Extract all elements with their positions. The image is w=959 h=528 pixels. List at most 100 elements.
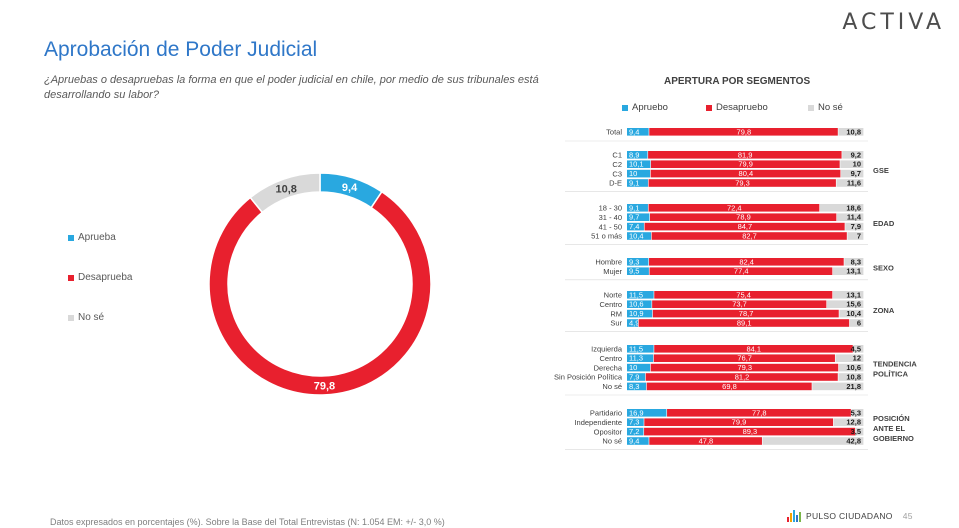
bar-segment-nose — [841, 169, 864, 178]
bar-value-aprueba: 9,7 — [629, 213, 639, 222]
bar-segment-nose — [853, 345, 864, 353]
bar-segment-aprueba — [627, 354, 654, 362]
bar-segment-aprueba — [627, 319, 639, 327]
page-number: 45 — [902, 511, 913, 521]
bar-segment-aprueba — [627, 222, 644, 231]
bar-value-desaprueba: 78,7 — [739, 309, 754, 318]
bar-segment-desaprueba — [648, 204, 820, 212]
bar-segment-desaprueba — [648, 179, 836, 187]
donut-label-desaprueba: 79,8 — [314, 380, 335, 392]
row-label: Centro — [599, 354, 622, 363]
bar-segment-desaprueba — [652, 300, 827, 308]
bar-segment-nose — [819, 204, 864, 212]
bar-value-desaprueba: 79,9 — [732, 418, 747, 427]
bar-segment-desaprueba — [650, 160, 840, 168]
footer-note: Datos expresados en porcentajes (%). Sob… — [50, 517, 445, 527]
bar-value-desaprueba: 89,1 — [737, 319, 752, 328]
bar-segment-aprueba — [627, 427, 644, 436]
bar-segment-aprueba — [627, 151, 648, 159]
bar-value-desaprueba: 47,8 — [699, 437, 714, 446]
legend-label-aprueba: Aprueba — [78, 232, 116, 243]
row-label: Hombre — [595, 258, 622, 267]
bar-value-desaprueba: 81,9 — [738, 150, 753, 159]
bar-segment-aprueba — [627, 309, 653, 318]
bar-value-desaprueba: 79,3 — [735, 179, 750, 188]
bar-value-nose: 6 — [857, 319, 861, 328]
bar-value-aprueba: 8,9 — [629, 150, 639, 159]
row-label: Derecha — [594, 363, 623, 372]
donut-slice-nose — [249, 172, 321, 214]
bar-segment-nose — [762, 437, 864, 445]
bar-value-aprueba: 9,3 — [629, 257, 639, 266]
bar-segment-desaprueba — [649, 213, 837, 221]
page-title: Aprobación de Poder Judicial — [44, 38, 318, 61]
bar-segment-aprueba — [627, 382, 647, 391]
bar-segment-nose — [836, 179, 864, 187]
bar-value-aprueba: 11,3 — [629, 354, 643, 363]
bar-value-aprueba: 7,3 — [629, 418, 639, 427]
row-label: 31 - 40 — [599, 213, 622, 222]
bar-segment-desaprueba — [654, 345, 853, 353]
bar-value-nose: 21,8 — [846, 382, 861, 391]
bar-value-desaprueba: 72,4 — [727, 203, 742, 212]
donut-label-aprueba: 9,4 — [342, 182, 358, 194]
bar-value-nose: 11,4 — [847, 213, 862, 222]
bar-segment-nose — [838, 128, 864, 136]
bar-value-desaprueba: 84,7 — [738, 222, 753, 231]
bar-segment-nose — [838, 363, 864, 372]
bar-value-aprueba: 9,1 — [629, 179, 639, 188]
bar-segment-nose — [851, 409, 864, 417]
row-label: Total — [606, 128, 622, 137]
bar-segment-aprueba — [627, 267, 649, 275]
survey-question: ¿Apruebas o desapruebas la forma en que … — [44, 74, 539, 101]
bar-segment-nose — [845, 222, 864, 231]
row-label: No sé — [602, 437, 622, 446]
bar-value-desaprueba: 89,3 — [743, 427, 758, 436]
legend-swatch-nose — [68, 314, 74, 321]
bar-segment-aprueba — [627, 373, 646, 381]
legend-swatch-nose-segments — [808, 104, 814, 111]
bar-value-desaprueba: 81,2 — [735, 373, 750, 382]
bar-segment-desaprueba — [653, 354, 835, 362]
bar-value-aprueba: 10 — [629, 363, 637, 372]
bar-value-nose: 42,8 — [846, 437, 861, 446]
bar-segment-desaprueba — [644, 427, 856, 436]
bar-segment-nose — [847, 232, 864, 240]
bar-segment-aprueba — [627, 179, 648, 187]
bar-value-aprueba: 11,5 — [629, 290, 643, 299]
bar-value-desaprueba: 79,8 — [737, 127, 752, 136]
bar-segment-nose — [839, 309, 864, 318]
bar-value-aprueba: 4,9 — [629, 319, 639, 328]
bar-segment-nose — [844, 258, 864, 266]
bar-value-nose: 15,6 — [846, 300, 861, 309]
bar-value-aprueba: 10 — [629, 169, 637, 178]
bar-segment-aprueba — [627, 169, 651, 178]
donut-legend-aprueba: Aprueba — [68, 232, 116, 243]
bar-segment-nose — [835, 354, 864, 362]
bar-value-nose: 10,8 — [846, 373, 861, 382]
bar-segment-desaprueba — [649, 267, 833, 275]
activa-logo: ACTIVA — [842, 10, 945, 35]
bar-value-desaprueba: 73,7 — [732, 300, 747, 309]
donut-legend-nose: No sé — [68, 312, 104, 323]
bar-value-desaprueba: 79,3 — [737, 363, 752, 372]
bar-segment-desaprueba — [650, 169, 841, 178]
row-label: C2 — [612, 160, 622, 169]
bar-segment-aprueba — [627, 437, 649, 445]
bar-value-nose: 12 — [853, 354, 861, 363]
bar-segment-desaprueba — [649, 437, 762, 445]
legend-label-nose-segments: No sé — [818, 102, 843, 113]
bar-value-desaprueba: 79,9 — [738, 160, 753, 169]
row-label: Sin Posición Política — [554, 373, 623, 382]
row-label: 51 o más — [591, 232, 622, 241]
pulso-ciudadano-brand: PULSO CIUDADANO 45 — [787, 510, 913, 522]
bar-segment-nose — [836, 213, 864, 221]
bar-segment-desaprueba — [652, 309, 839, 318]
row-label: Sur — [610, 319, 622, 328]
group-label: GSE — [873, 166, 889, 175]
bar-value-desaprueba: 69,8 — [722, 382, 737, 391]
bar-value-nose: 13,1 — [846, 267, 861, 276]
bar-value-desaprueba: 78,9 — [736, 213, 751, 222]
bar-segment-desaprueba — [648, 151, 842, 159]
